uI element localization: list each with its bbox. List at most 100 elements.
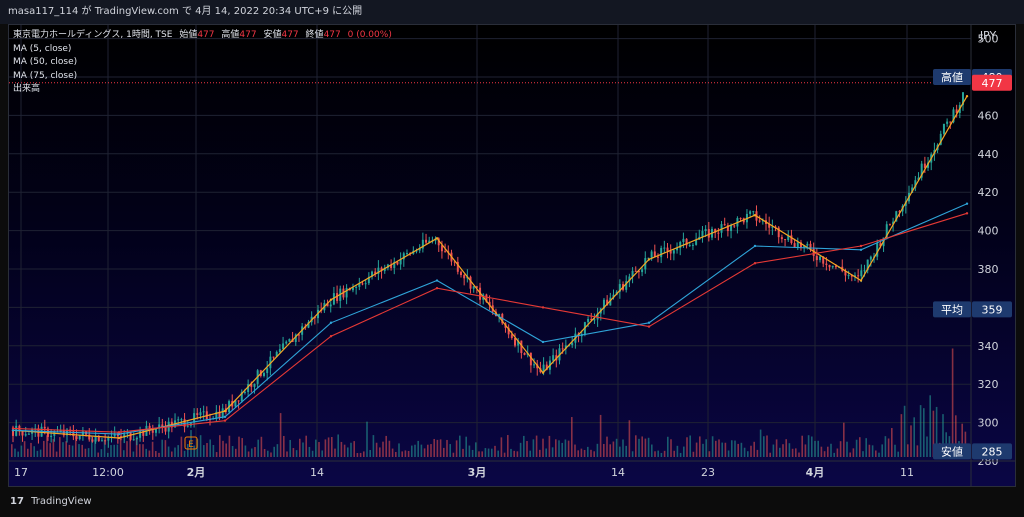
volume-bar: [110, 445, 112, 457]
candle-body: [806, 243, 809, 246]
candle-body: [650, 251, 653, 258]
candle-body: [590, 318, 593, 320]
ma-point: [435, 287, 439, 290]
legend-change: 0 (0.00%): [347, 30, 392, 40]
volume-bar: [318, 442, 320, 457]
volume-bar: [932, 410, 935, 457]
ma-point: [329, 321, 333, 324]
volume-bar: [494, 445, 496, 457]
volume-bar: [516, 451, 519, 457]
candle-body: [326, 303, 329, 307]
volume-bar: [503, 452, 506, 457]
volume-bar: [638, 438, 640, 457]
legend-ma50[interactable]: MA (50, close): [13, 57, 78, 67]
volume-bar: [33, 446, 35, 457]
volume-bar: [507, 435, 509, 457]
candle-body: [374, 271, 377, 274]
candle-body: [237, 400, 240, 402]
candle-body: [892, 221, 895, 225]
volume-bar: [571, 417, 573, 457]
candle-body: [186, 425, 189, 427]
candle-body: [488, 301, 491, 306]
candle-body: [263, 373, 266, 376]
volume-bar: [177, 445, 179, 457]
volume-bar: [283, 435, 285, 457]
published-header: masa117_114 が TradingView.com で 4月 14, 2…: [0, 0, 1024, 24]
volume-bar: [353, 441, 355, 457]
footer-brand: TradingView: [31, 496, 92, 507]
candle-body: [100, 440, 103, 442]
volume-bar: [743, 447, 746, 457]
volume-bar: [206, 443, 208, 457]
ma50-line: [12, 203, 968, 435]
volume-bar: [487, 448, 490, 457]
legend-ma5[interactable]: MA (5, close): [13, 43, 72, 54]
volume-bar: [894, 444, 896, 457]
volume-bar: [414, 444, 416, 457]
volume-bar: [590, 449, 592, 457]
volume-bar: [343, 444, 346, 457]
volume-bar: [718, 439, 720, 457]
volume-bar: [868, 444, 871, 457]
volume-bar: [788, 443, 791, 457]
legend-volume[interactable]: 出来高: [13, 84, 41, 94]
ma5-line: [12, 95, 968, 439]
candle-body: [771, 226, 774, 228]
earnings-marker-icon[interactable]: [184, 436, 198, 450]
volume-bar: [535, 435, 538, 457]
volume-bar: [231, 445, 234, 457]
volume-bar: [926, 436, 928, 457]
volume-bar: [705, 439, 707, 457]
volume-bar: [609, 444, 611, 457]
low-tag-value-bg: [972, 443, 1012, 460]
legend-ma75[interactable]: MA (75, close): [13, 70, 78, 81]
volume-bar: [708, 451, 711, 457]
volume-bar: [401, 451, 403, 457]
currency-label[interactable]: JPY: [979, 29, 997, 42]
candle-body: [425, 239, 428, 243]
volume-bar: [84, 448, 87, 457]
y-tick-label: 500: [978, 33, 999, 46]
volume-bar: [865, 438, 867, 457]
chart-area[interactable]: 500480460440420400380360340320300280JPY1…: [8, 24, 1016, 487]
candle-body: [193, 413, 196, 423]
volume-bar: [116, 444, 119, 457]
volume-bar: [36, 450, 39, 457]
candle-body: [850, 275, 853, 277]
volume-bar: [651, 444, 653, 457]
legend-close-value: 477: [323, 30, 341, 40]
volume-bar: [190, 430, 192, 457]
volume-bar: [65, 441, 67, 457]
volume-bar: [167, 446, 170, 457]
y-tick-label: 460: [978, 109, 999, 122]
volume-bar: [833, 452, 835, 457]
volume-bar: [683, 446, 685, 457]
y-tick-label: 400: [978, 225, 999, 238]
candle-body: [866, 259, 869, 271]
candle-body: [78, 435, 81, 440]
volume-bar: [267, 450, 269, 457]
volume-bar: [673, 450, 675, 457]
volume-bar: [315, 439, 317, 457]
ma-point: [859, 248, 863, 251]
candle-body: [361, 283, 364, 285]
candle-body: [822, 256, 825, 264]
candle-body: [917, 177, 920, 181]
volume-bar: [907, 444, 909, 457]
ma-point: [753, 214, 757, 217]
volume-bar: [11, 444, 13, 457]
candle-body: [104, 440, 107, 442]
candle-body: [148, 425, 151, 431]
candle-body: [847, 275, 850, 277]
candle-body: [685, 238, 688, 246]
candle-body: [529, 352, 532, 366]
volume-bar: [75, 435, 77, 457]
volume-bar: [903, 405, 906, 457]
volume-bar: [567, 440, 570, 457]
candle-body: [834, 265, 837, 268]
chart-svg[interactable]: 500480460440420400380360340320300280JPY1…: [9, 25, 1015, 486]
candle-body: [533, 364, 536, 366]
volume-bar: [171, 451, 173, 457]
volume-bar: [644, 438, 647, 457]
candle-body: [97, 436, 100, 442]
